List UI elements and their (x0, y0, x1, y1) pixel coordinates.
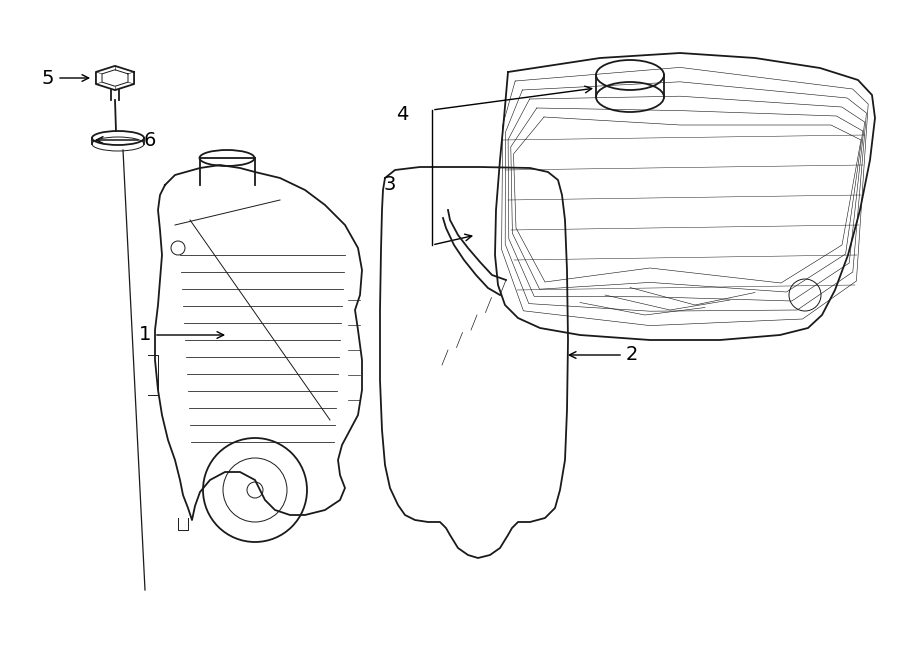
Text: 6: 6 (96, 130, 157, 149)
Text: 4: 4 (396, 104, 409, 124)
Text: 2: 2 (570, 346, 638, 364)
Text: 5: 5 (41, 69, 89, 87)
Text: 3: 3 (383, 176, 396, 194)
Text: 1: 1 (139, 325, 224, 344)
